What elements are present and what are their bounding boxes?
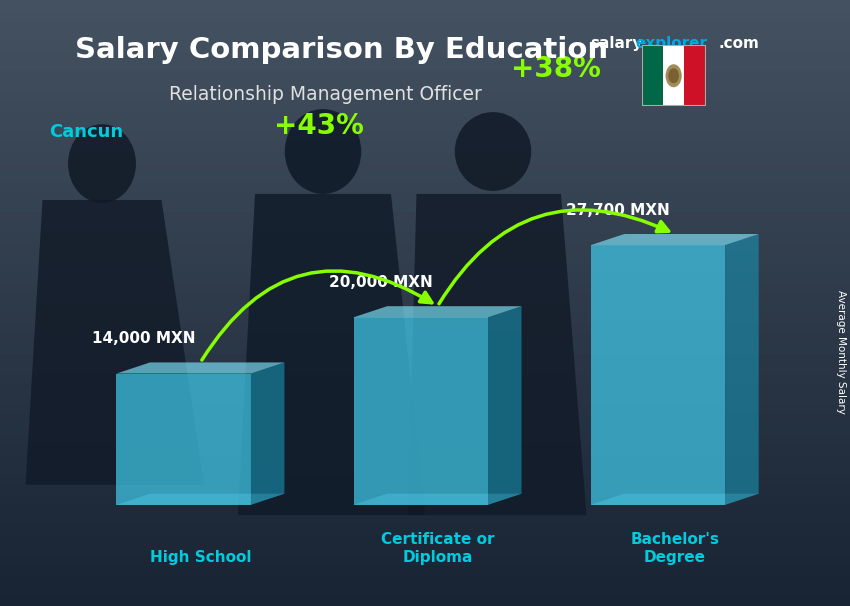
Bar	[0, 444, 850, 454]
Bar	[0, 465, 850, 474]
Bar	[0, 273, 850, 283]
Polygon shape	[488, 306, 522, 505]
Ellipse shape	[285, 109, 361, 194]
Bar	[0, 586, 850, 596]
Bar	[0, 454, 850, 465]
Bar	[0, 576, 850, 586]
Text: +38%: +38%	[511, 55, 601, 83]
Polygon shape	[116, 373, 251, 505]
Bar	[0, 0, 850, 10]
Bar	[0, 596, 850, 606]
Bar	[0, 162, 850, 171]
Bar	[0, 91, 850, 101]
Bar	[0, 565, 850, 576]
Polygon shape	[591, 245, 725, 505]
Bar	[0, 404, 850, 414]
Bar	[0, 344, 850, 353]
Bar	[0, 71, 850, 81]
Bar	[0, 192, 850, 202]
Bar	[0, 374, 850, 384]
Polygon shape	[116, 362, 285, 373]
Bar	[0, 525, 850, 535]
Bar	[0, 81, 850, 91]
Bar	[642, 45, 663, 106]
Text: Cancun: Cancun	[49, 123, 123, 141]
Bar	[684, 45, 705, 106]
Text: High School: High School	[150, 550, 251, 565]
Bar	[0, 253, 850, 262]
Bar	[0, 394, 850, 404]
Bar	[0, 414, 850, 424]
Bar	[0, 424, 850, 435]
Ellipse shape	[455, 112, 531, 191]
Bar	[0, 313, 850, 323]
Polygon shape	[251, 362, 285, 505]
Bar	[0, 364, 850, 374]
Bar	[0, 242, 850, 253]
Polygon shape	[354, 318, 488, 505]
Polygon shape	[354, 306, 522, 318]
Bar	[0, 283, 850, 293]
Bar	[0, 262, 850, 273]
Polygon shape	[116, 494, 285, 505]
Text: 27,700 MXN: 27,700 MXN	[566, 202, 670, 218]
Bar	[0, 212, 850, 222]
Bar	[0, 535, 850, 545]
Bar	[0, 485, 850, 495]
Bar	[0, 20, 850, 30]
Bar	[0, 353, 850, 364]
Bar	[0, 141, 850, 152]
Bar	[0, 30, 850, 41]
Bar	[0, 474, 850, 485]
Polygon shape	[408, 194, 586, 515]
Text: explorer: explorer	[636, 36, 708, 51]
Bar	[0, 152, 850, 162]
Bar	[0, 232, 850, 242]
Bar	[0, 222, 850, 232]
Bar	[0, 50, 850, 61]
Polygon shape	[354, 494, 522, 505]
Text: 14,000 MXN: 14,000 MXN	[92, 331, 195, 346]
Bar	[0, 10, 850, 20]
Bar	[0, 384, 850, 394]
Text: Bachelor's
Degree: Bachelor's Degree	[630, 533, 719, 565]
Text: Salary Comparison By Education: Salary Comparison By Education	[75, 36, 609, 64]
Bar	[0, 505, 850, 515]
Bar	[0, 545, 850, 556]
Bar	[0, 495, 850, 505]
Text: Average Monthly Salary: Average Monthly Salary	[836, 290, 846, 413]
Bar	[0, 293, 850, 303]
Bar	[0, 435, 850, 444]
Bar	[0, 515, 850, 525]
Polygon shape	[725, 234, 759, 505]
Text: Certificate or
Diploma: Certificate or Diploma	[381, 533, 495, 565]
Bar	[0, 61, 850, 71]
Text: 20,000 MXN: 20,000 MXN	[329, 275, 433, 290]
Bar	[0, 556, 850, 565]
Text: salary: salary	[591, 36, 643, 51]
Bar	[0, 333, 850, 344]
Text: +43%: +43%	[274, 112, 364, 140]
Bar	[0, 111, 850, 121]
Bar	[0, 171, 850, 182]
Bar	[0, 323, 850, 333]
Bar	[0, 101, 850, 111]
Polygon shape	[238, 194, 425, 515]
Ellipse shape	[68, 124, 136, 203]
Bar	[0, 182, 850, 192]
Polygon shape	[591, 234, 759, 245]
Bar	[663, 45, 684, 106]
Bar	[0, 121, 850, 132]
Circle shape	[666, 64, 682, 87]
Polygon shape	[591, 494, 759, 505]
Bar	[0, 132, 850, 141]
Bar	[0, 202, 850, 212]
Circle shape	[668, 68, 679, 84]
Text: .com: .com	[719, 36, 760, 51]
Bar	[0, 41, 850, 50]
Polygon shape	[26, 200, 204, 485]
Bar	[0, 303, 850, 313]
Text: Relationship Management Officer: Relationship Management Officer	[169, 85, 482, 104]
